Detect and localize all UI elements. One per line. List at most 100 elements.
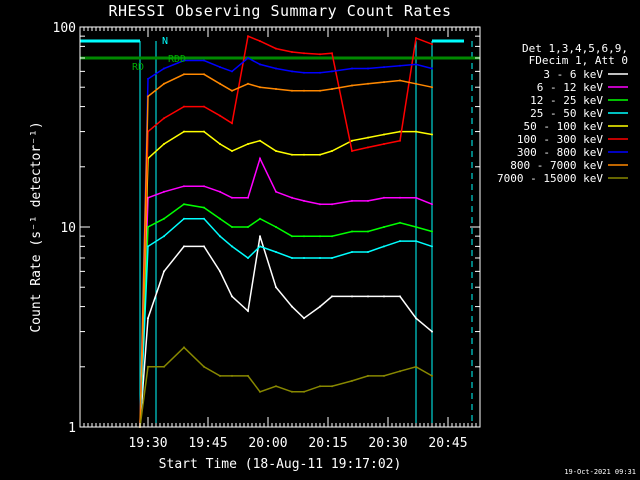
series-2-point-1 <box>147 226 149 228</box>
series-5-point-15 <box>367 146 369 149</box>
series-8-point-4 <box>203 365 205 368</box>
legend-header-2: FDecim 1, Att 0 <box>529 54 628 67</box>
series-4-point-17 <box>399 130 401 133</box>
x-tick-label-5: 20:45 <box>428 436 467 451</box>
series-0-point-6 <box>231 295 233 298</box>
series-0-point-11 <box>303 317 305 320</box>
x-tick-label-4: 20:30 <box>368 436 407 451</box>
y-axis-ticks: 1 10 100 <box>53 21 480 436</box>
series-3-point-9 <box>275 251 277 253</box>
legend-label-8: 7000 - 15000 keV <box>497 172 603 185</box>
series-1-point-4 <box>203 185 205 188</box>
series-0-point-12 <box>319 305 321 308</box>
legend-label-0: 3 - 6 keV <box>543 68 603 81</box>
series-1-point-19 <box>431 203 433 206</box>
series-0-point-17 <box>399 295 401 298</box>
series-7-point-3 <box>183 73 185 76</box>
series-0-point-2 <box>163 270 165 273</box>
series-5-point-3 <box>183 105 185 108</box>
series-8-point-16 <box>383 374 385 377</box>
series-4-point-7 <box>247 143 249 145</box>
series-4-point-3 <box>183 130 185 133</box>
series-5-point-2 <box>163 117 165 120</box>
series-8-point-6 <box>231 374 233 377</box>
series-6-point-9 <box>275 67 277 70</box>
series-3-point-4 <box>203 217 205 220</box>
x-axis-ticks: 19:30 19:45 20:00 20:15 20:30 20:45 <box>79 27 481 451</box>
series-1-point-11 <box>303 199 305 202</box>
series-line-2 <box>139 203 433 428</box>
series-7-point-12 <box>319 89 321 92</box>
series-4-point-4 <box>203 130 205 133</box>
series-5-point-18 <box>415 37 417 40</box>
series-6-point-14 <box>351 67 353 70</box>
series-3-point-13 <box>331 257 333 259</box>
series-4-point-9 <box>275 150 277 152</box>
series-3-point-11 <box>303 257 305 259</box>
series-4-point-6 <box>231 150 233 152</box>
series-3-point-2 <box>163 235 165 238</box>
series-6-point-4 <box>203 59 205 62</box>
series-6-point-5 <box>219 66 221 69</box>
legend-label-2: 12 - 25 keV <box>530 94 603 107</box>
series-0-point-10 <box>291 305 293 308</box>
series-4-point-12 <box>319 153 321 156</box>
series-0-point-16 <box>383 295 385 298</box>
series-0-point-9 <box>275 286 277 289</box>
series-4-point-5 <box>219 143 221 145</box>
series-6-point-12 <box>319 71 321 74</box>
series-3-point-8 <box>259 245 261 248</box>
series-2-point-15 <box>367 230 369 233</box>
series-1-point-14 <box>351 199 353 202</box>
series-7-point-18 <box>415 82 417 85</box>
series-line-6 <box>139 57 433 428</box>
series-3-point-19 <box>431 245 433 248</box>
series-3-point-12 <box>319 257 321 259</box>
y-tick-label-1: 10 <box>60 221 76 236</box>
series-1-point-10 <box>291 196 293 199</box>
legend-label-4: 50 - 100 keV <box>524 120 604 133</box>
series-8-point-15 <box>367 374 369 377</box>
series-3-point-6 <box>231 245 233 248</box>
series-2-point-10 <box>291 235 293 238</box>
series-2-point-19 <box>431 230 433 233</box>
series-1-point-13 <box>331 203 333 206</box>
series-6-point-2 <box>163 67 165 70</box>
series-3-point-5 <box>219 235 221 238</box>
series-2-point-4 <box>203 206 205 209</box>
series-2-point-13 <box>331 235 333 238</box>
series-0-point-7 <box>247 310 249 312</box>
x-tick-label-2: 20:00 <box>248 436 287 451</box>
series-1-point-5 <box>219 190 221 193</box>
annotation-0: N <box>162 36 168 47</box>
series-3-point-18 <box>415 240 417 243</box>
series-1-point-6 <box>231 196 233 199</box>
legend-label-1: 6 - 12 keV <box>537 81 604 94</box>
series-6-point-1 <box>147 77 149 80</box>
legend-label-7: 800 - 7000 keV <box>510 159 603 172</box>
series-1-point-2 <box>163 190 165 193</box>
series-8-point-8 <box>259 390 261 393</box>
series-line-4 <box>139 130 433 428</box>
series-6-point-11 <box>303 71 305 74</box>
y-axis-label: Count Rate (s⁻¹ detector⁻¹) <box>29 121 44 332</box>
series-4-point-13 <box>331 150 333 152</box>
series-7-point-7 <box>247 82 249 85</box>
series-6-point-10 <box>291 70 293 73</box>
series-4-point-11 <box>303 153 305 156</box>
series-1-point-12 <box>319 203 321 206</box>
series-6-point-18 <box>415 63 417 66</box>
series-5-point-14 <box>351 150 353 152</box>
series-7-point-2 <box>163 82 165 85</box>
x-tick-label-1: 19:45 <box>188 436 227 451</box>
series-0-point-3 <box>183 245 185 248</box>
series-5-point-10 <box>291 51 293 53</box>
series-8-point-5 <box>219 374 221 377</box>
series-5-point-4 <box>203 105 205 108</box>
series-1-point-16 <box>383 196 385 199</box>
series-0-point-19 <box>431 330 433 333</box>
series-8-point-7 <box>247 374 249 377</box>
series-6-point-13 <box>331 70 333 73</box>
